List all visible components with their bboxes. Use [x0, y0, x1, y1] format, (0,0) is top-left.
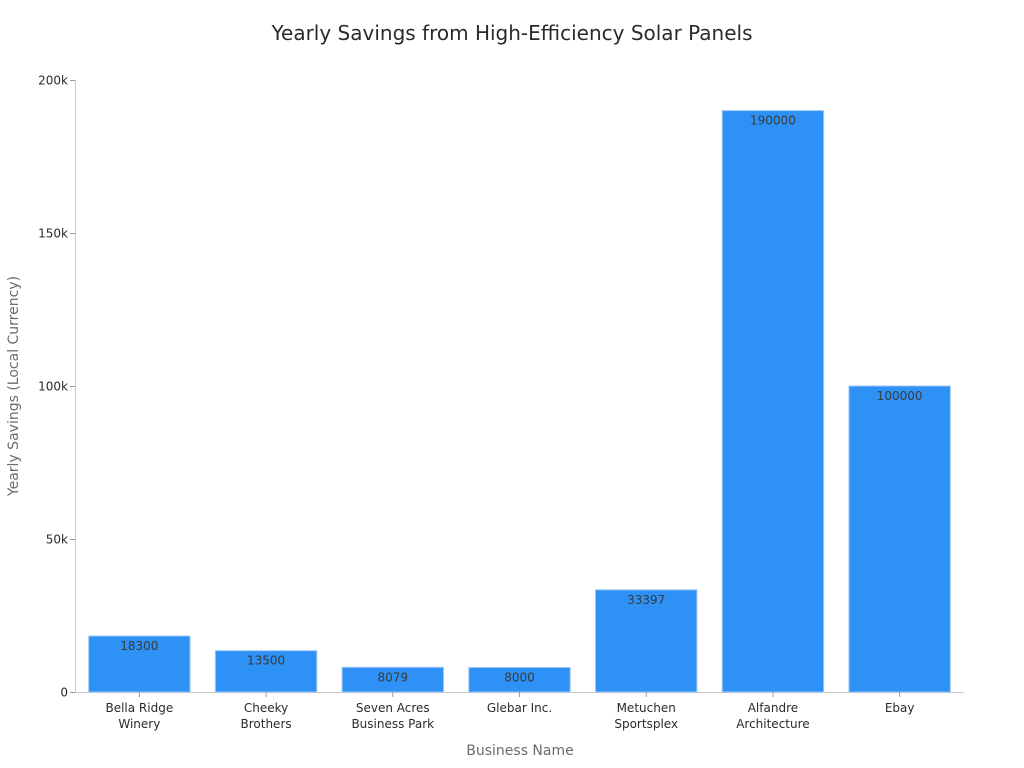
x-tick-label-line: Cheeky: [244, 701, 288, 715]
bar[interactable]: [721, 110, 825, 693]
y-tick-label: 0: [60, 686, 68, 700]
bar-value-label: 18300: [120, 639, 158, 653]
x-tick-label: Alfandre Architecture: [736, 701, 809, 731]
bar-value-label: 190000: [750, 114, 796, 128]
x-axis-ticks: Bella Ridge Winery Cheeky Brothers Seven Acr…: [105, 692, 914, 731]
y-axis-title: Yearly Savings (Local Currency): [6, 276, 22, 497]
y-tick-label: 50k: [46, 533, 68, 547]
x-tick-label-line: Sportsplex: [614, 717, 678, 731]
bar[interactable]: [595, 589, 698, 693]
x-tick-label: Cheeky Brothers: [241, 701, 292, 731]
bar-value-label: 8000: [504, 671, 535, 685]
x-tick-label-line: Architecture: [736, 717, 809, 731]
bar-value-label: 100000: [877, 389, 923, 403]
x-tick-label-line: Winery: [118, 717, 160, 731]
x-tick-label-line: Ebay: [885, 701, 915, 715]
x-tick-label: Metuchen Sportsplex: [614, 701, 678, 731]
x-tick-label-line: Bella Ridge: [105, 701, 173, 715]
x-tick-label: Ebay: [885, 701, 915, 715]
y-tick-label: 200k: [38, 74, 68, 88]
x-tick-label-line: Business Park: [351, 717, 434, 731]
bar[interactable]: [214, 650, 318, 693]
y-axis-ticks: 0 50k 100k 150k 200k: [38, 74, 75, 700]
x-tick-label-line: Metuchen: [617, 701, 676, 715]
x-tick-label: Bella Ridge Winery: [105, 701, 173, 731]
y-tick-label: 100k: [38, 380, 68, 394]
x-tick-label: Glebar Inc.: [487, 701, 552, 715]
bar-value-label: 13500: [247, 654, 285, 668]
x-tick-label-line: Glebar Inc.: [487, 701, 552, 715]
bar-value-label: 33397: [627, 593, 665, 607]
bar-value-label: 8079: [378, 670, 409, 684]
bar[interactable]: [848, 385, 951, 693]
x-tick-label-line: Brothers: [241, 717, 292, 731]
bar[interactable]: [341, 666, 444, 693]
x-tick-label: Seven Acres Business Park: [351, 701, 434, 731]
y-tick-label: 150k: [38, 227, 68, 241]
x-tick-label-line: Seven Acres: [356, 701, 430, 715]
x-axis-title: Business Name: [466, 743, 574, 759]
chart-title: Yearly Savings from High-Efficiency Sola…: [270, 21, 752, 45]
bars-group: [88, 110, 951, 693]
x-tick-label-line: Alfandre: [748, 701, 798, 715]
data-labels-group: 18300 13500 8079 8000 33397 190000 100000: [120, 114, 922, 685]
